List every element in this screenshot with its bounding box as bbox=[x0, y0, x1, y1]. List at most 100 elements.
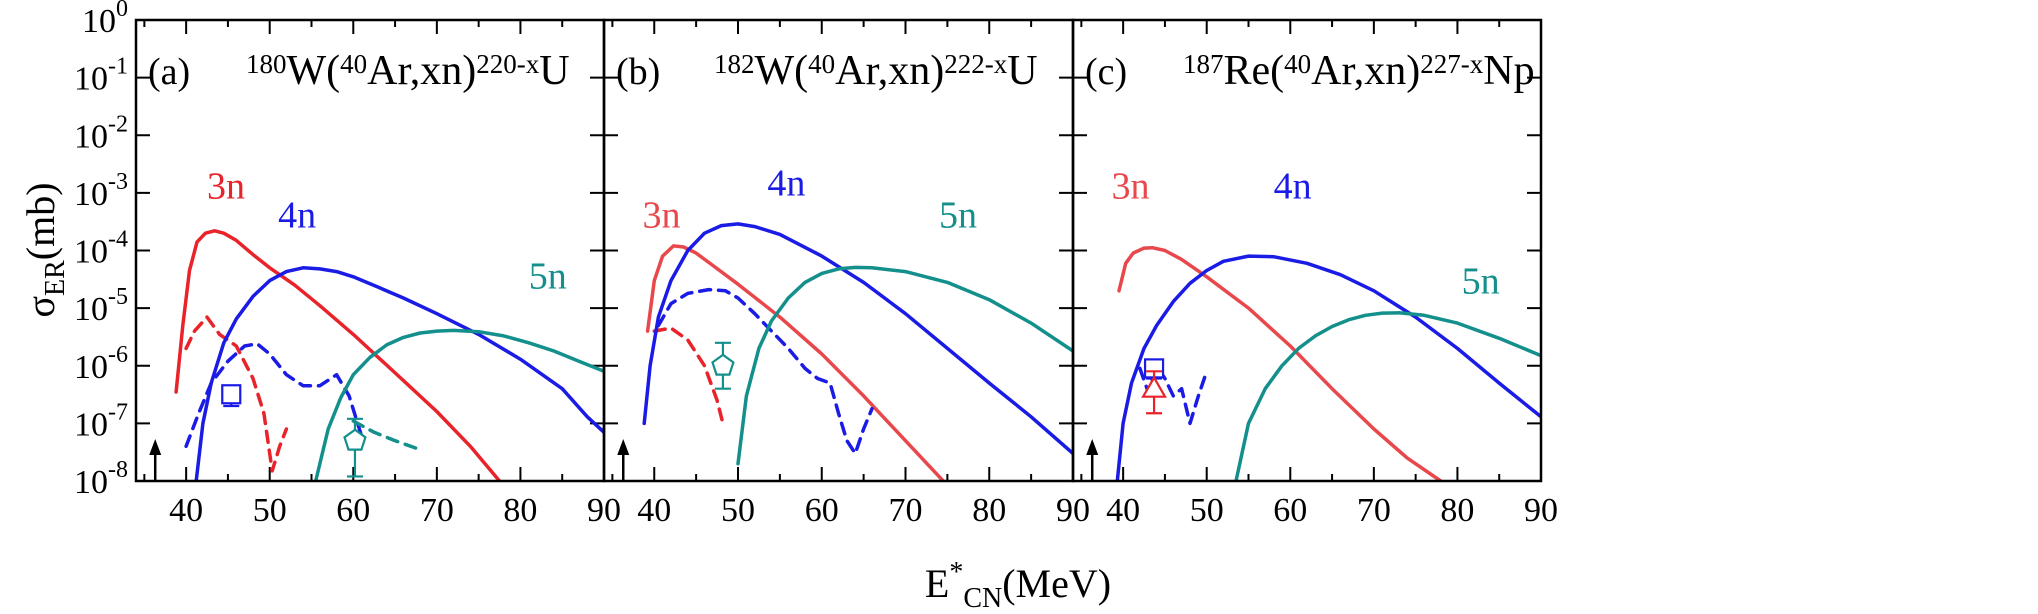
series-4n bbox=[642, 222, 1073, 456]
series-5n bbox=[736, 265, 1073, 466]
reaction-superscript: 180 bbox=[246, 49, 287, 79]
reaction-superscript: 40 bbox=[1284, 49, 1311, 79]
arrow-head bbox=[149, 439, 162, 455]
series-3n bbox=[645, 244, 945, 481]
reaction-superscript: 182 bbox=[714, 49, 755, 79]
series-4n-dashed bbox=[184, 342, 364, 449]
y-tick-exponent: -2 bbox=[108, 111, 128, 137]
y-tick-label: 10-1 bbox=[74, 54, 128, 98]
y-tick-base: 10 bbox=[74, 234, 108, 271]
reaction-text: Np bbox=[1483, 48, 1534, 94]
channel-label-3n: 3n bbox=[207, 165, 245, 207]
marker-pentagon bbox=[343, 417, 367, 478]
x-tick-label: 60 bbox=[805, 492, 839, 529]
y-tick-base: 10 bbox=[82, 3, 116, 40]
reaction-superscript: 220-x bbox=[476, 49, 539, 79]
curves bbox=[642, 222, 1073, 481]
y-tick-base: 10 bbox=[74, 291, 108, 328]
reaction-text: Ar,xn) bbox=[367, 48, 476, 94]
arrow-head bbox=[617, 439, 630, 455]
reaction-label: 180W(40Ar,xn)220-xU bbox=[246, 48, 570, 94]
y-tick-label: 10-3 bbox=[74, 169, 128, 213]
x-tick-label: 40 bbox=[169, 492, 203, 529]
series-3n bbox=[174, 229, 502, 481]
reaction-text: Ar,xn) bbox=[835, 48, 944, 94]
arrow-head bbox=[1086, 439, 1099, 455]
pentagon-marker bbox=[343, 428, 367, 451]
y-tick-label: 10-8 bbox=[74, 457, 128, 501]
channel-label-4n: 4n bbox=[1274, 165, 1312, 207]
x-tick-label: 80 bbox=[1440, 492, 1474, 529]
reaction-text: Ar,xn) bbox=[1311, 48, 1420, 94]
square-marker bbox=[221, 384, 242, 405]
reaction-superscript: 222-x bbox=[944, 49, 1007, 79]
reaction-superscript: 40 bbox=[808, 49, 835, 79]
reaction-text: Re bbox=[1224, 48, 1271, 94]
reaction-superscript: 40 bbox=[340, 49, 367, 79]
y-tick-base: 10 bbox=[74, 406, 108, 443]
triangle-marker bbox=[1141, 375, 1167, 398]
curves bbox=[1115, 245, 1541, 481]
series-3n-dashed bbox=[184, 315, 289, 473]
panel-frame bbox=[1071, 18, 1543, 483]
x-tick-label: 90 bbox=[1056, 492, 1090, 529]
series-4n-dashed bbox=[1138, 364, 1209, 426]
y-tick-exponent: -5 bbox=[108, 284, 128, 310]
channel-label-3n: 3n bbox=[1111, 165, 1149, 207]
reaction-label: 182W(40Ar,xn)222-xU bbox=[714, 48, 1038, 94]
series-3n bbox=[1117, 245, 1443, 481]
y-tick-base: 10 bbox=[74, 61, 108, 98]
marker-square bbox=[221, 384, 242, 408]
tick-marks bbox=[1073, 19, 1542, 482]
y-tick-label: 100 bbox=[82, 0, 128, 40]
channel-label-4n: 4n bbox=[278, 195, 316, 237]
y-tick-label: 10-4 bbox=[74, 227, 128, 271]
x-tick-label: 80 bbox=[972, 492, 1006, 529]
y-tick-exponent: -1 bbox=[108, 54, 128, 80]
y-tick-exponent: -7 bbox=[108, 399, 128, 425]
series-5n-dashed bbox=[351, 419, 422, 452]
y-tick-exponent: -3 bbox=[108, 169, 128, 195]
x-tick-label: 50 bbox=[1190, 492, 1224, 529]
y-tick-label: 10-7 bbox=[74, 399, 128, 443]
pentagon-marker bbox=[711, 353, 735, 376]
x-tick-label: 90 bbox=[1524, 492, 1558, 529]
panel-tag: (b) bbox=[616, 51, 660, 93]
reaction-text: ( bbox=[794, 48, 808, 94]
x-tick-label: 70 bbox=[889, 492, 923, 529]
reaction-label: 187Re(40Ar,xn)227-xNp bbox=[1183, 48, 1535, 94]
marker-triangle bbox=[1141, 370, 1167, 415]
y-tick-exponent: -6 bbox=[108, 342, 128, 368]
x-tick-label: 50 bbox=[253, 492, 287, 529]
threshold-arrow bbox=[617, 439, 630, 481]
y-tick-base: 10 bbox=[74, 464, 108, 501]
y-tick-exponent: -4 bbox=[108, 227, 128, 253]
y-tick-label: 10-6 bbox=[74, 342, 128, 386]
y-tick-base: 10 bbox=[74, 118, 108, 155]
threshold-arrow bbox=[1086, 439, 1099, 481]
reaction-text: W bbox=[755, 48, 795, 94]
x-tick-label: 80 bbox=[503, 492, 537, 529]
reaction-text: ( bbox=[326, 48, 340, 94]
x-axis-title: E*CN(MeV) bbox=[925, 557, 1111, 614]
channel-label-4n: 4n bbox=[767, 163, 805, 205]
reaction-superscript: 187 bbox=[1183, 49, 1224, 79]
y-tick-label: 10-2 bbox=[74, 111, 128, 155]
y-tick-label: 10-5 bbox=[74, 284, 128, 328]
series-5n bbox=[1234, 311, 1541, 481]
series-4n bbox=[194, 266, 604, 481]
channel-label-5n: 5n bbox=[1462, 260, 1500, 302]
y-tick-exponent: -8 bbox=[108, 457, 128, 483]
channel-label-5n: 5n bbox=[529, 255, 567, 297]
x-tick-label: 90 bbox=[587, 492, 621, 529]
x-tick-label: 70 bbox=[1357, 492, 1391, 529]
series-4n bbox=[1115, 254, 1541, 481]
y-axis-title: σER(mb) bbox=[18, 182, 71, 317]
x-tick-label: 40 bbox=[1106, 492, 1140, 529]
panel-a: 40 50 60 70 80 9010-810-710-610-510-410-310-2… bbox=[74, 0, 621, 529]
channel-label-3n: 3n bbox=[643, 195, 681, 237]
reaction-superscript: 227-x bbox=[1420, 49, 1483, 79]
x-tick-label: 60 bbox=[1273, 492, 1307, 529]
